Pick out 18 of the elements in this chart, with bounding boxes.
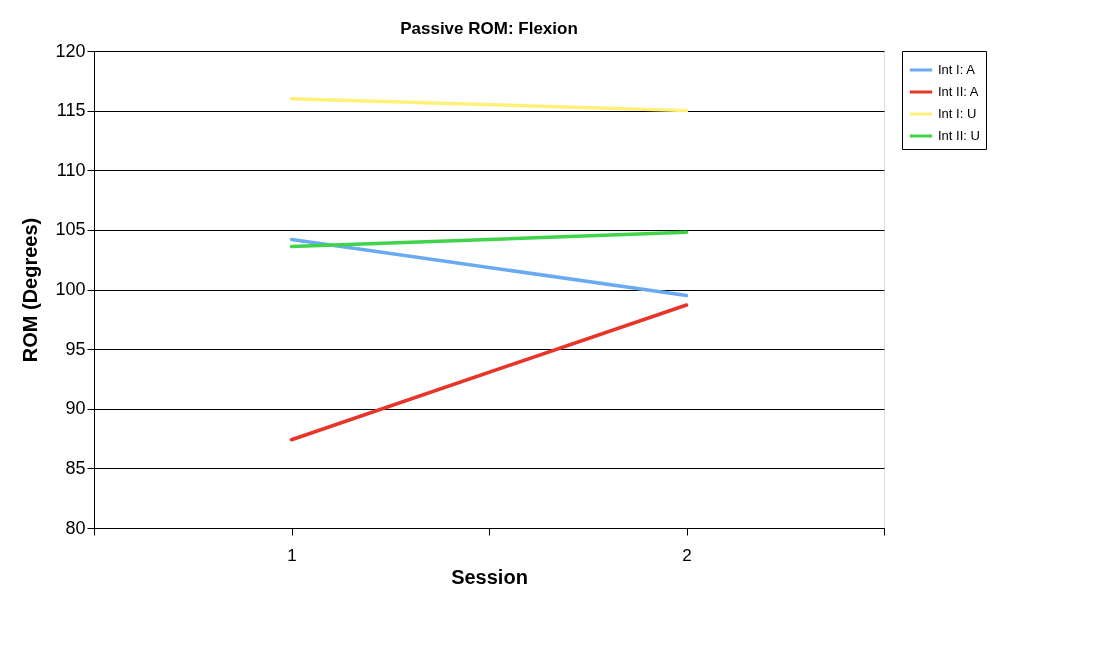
y-tick-label: 115 — [56, 100, 86, 121]
y-axis-title: ROM (Degrees) — [19, 217, 42, 363]
x-tick-label: 2 — [682, 545, 692, 565]
y-tick-label: 110 — [56, 159, 86, 180]
x-tick-label: 1 — [287, 545, 297, 565]
y-tick-label: 80 — [65, 517, 86, 538]
legend-label: Int II: U — [938, 128, 980, 143]
y-tick-label: 105 — [55, 219, 86, 240]
legend-label: Int II: A — [938, 84, 979, 99]
x-axis-title: Session — [451, 565, 528, 588]
legend-label: Int I: U — [938, 106, 977, 121]
y-tick-label: 100 — [55, 279, 86, 299]
y-tick-label: 95 — [65, 338, 86, 359]
y-tick-label: 120 — [55, 40, 86, 61]
y-tick-label: 85 — [65, 457, 86, 478]
legend-label: Int I: A — [938, 62, 976, 77]
y-tick-label: 90 — [65, 398, 86, 419]
chart-title: Passive ROM: Flexion — [400, 19, 578, 38]
